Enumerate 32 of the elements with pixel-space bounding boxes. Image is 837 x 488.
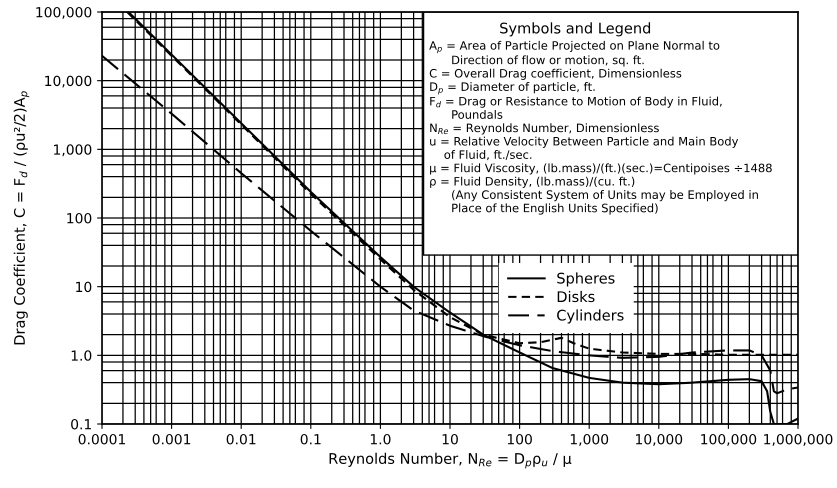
y-tick-label: 1,000 bbox=[54, 144, 92, 156]
legend-label: Cylinders bbox=[557, 309, 624, 324]
x-tick-label: 100,000 bbox=[701, 434, 756, 446]
y-tick-label: 100,000 bbox=[36, 6, 92, 19]
x-tick-label: 100 bbox=[508, 434, 532, 444]
annotation: N$_{Re}$ = Reynolds Number, Dimensionless bbox=[430, 123, 659, 134]
x-tick-label: 0.01 bbox=[226, 434, 256, 444]
y-tick-label: 100 bbox=[67, 212, 92, 224]
x-tick-label: 10,000 bbox=[636, 434, 682, 446]
x-tick-label: 0.1 bbox=[300, 434, 321, 444]
annotation: ρ = Fluid Density, (lb.mass)/(cu. ft.) (Any Consistent System of Units may be Employed in Place of the English Units Specified) bbox=[430, 176, 758, 215]
annotation: Symbols and Legend bbox=[500, 22, 650, 36]
legend-label: Spheres bbox=[557, 272, 615, 287]
x-axis-title: Reynolds Number, N$_{Re}$ = D$_{p}$ρ$_{u}$ / μ bbox=[330, 452, 572, 468]
annotation: C = Overall Drag coefficient, Dimensionless bbox=[430, 68, 682, 80]
annotation: F$_{d}$ = Drag or Resistance to Motion of Body in Fluid, Poundals bbox=[430, 96, 722, 119]
annotation: D$_{p}$ = Diameter of particle, ft. bbox=[430, 82, 595, 94]
annotation: u = Relative Velocity Between Particle and Main Body of Fluid, ft./sec. bbox=[430, 136, 738, 160]
x-tick-label: 1.0 bbox=[370, 434, 391, 444]
x-tick-label: 0.0001 bbox=[78, 434, 126, 444]
y-tick-label: 10,000 bbox=[45, 76, 92, 88]
y-axis-title: Drag Coefficient, C = F$_{d}$ / (ρu²/2)A$_{p}$ bbox=[14, 91, 30, 344]
y-tick-label: 1.0 bbox=[72, 350, 92, 361]
x-tick-label: 0.001 bbox=[152, 434, 190, 444]
annotation: A$_{p}$ = Area of Particle Projected on Plane Normal to Direction of flow or motion, sq. ft. bbox=[429, 40, 720, 67]
x-tick-label: 1,000 bbox=[570, 434, 608, 446]
annotation: μ = Fluid Viscosity, (lb.mass)/(ft.)(sec.)=Centipoises ÷1488 bbox=[430, 163, 772, 175]
legend-label: Disks bbox=[558, 290, 595, 302]
x-tick-label: 1,000,000 bbox=[764, 434, 832, 446]
y-tick-label: 10 bbox=[76, 282, 92, 292]
y-tick-label: 0.1 bbox=[71, 418, 91, 430]
x-tick-label: 10 bbox=[442, 434, 458, 444]
